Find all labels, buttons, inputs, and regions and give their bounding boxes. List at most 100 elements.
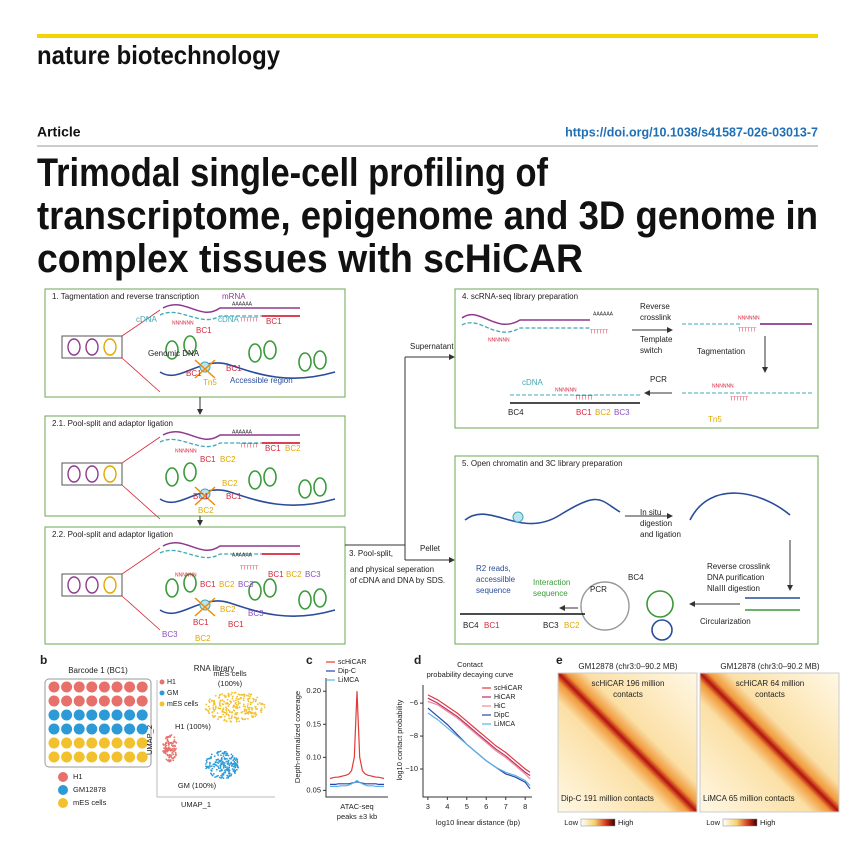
cell-point <box>231 714 233 717</box>
cell-point <box>168 760 171 763</box>
label: BC4 <box>628 573 644 582</box>
cell-point <box>170 744 173 747</box>
cell-point <box>208 757 211 760</box>
cell-point <box>213 755 216 758</box>
well <box>48 709 60 721</box>
cell-point <box>217 754 220 756</box>
well <box>98 709 110 721</box>
label: TTTTTT <box>575 395 593 401</box>
cell-point <box>223 700 226 703</box>
cell-point <box>218 707 220 710</box>
cell-point <box>244 705 247 708</box>
cell-point <box>236 765 239 768</box>
step-box <box>454 288 819 429</box>
dna-loop <box>689 492 791 521</box>
axis-label: peaks ±3 kb <box>337 812 377 821</box>
cell-point <box>226 766 228 769</box>
cell-point <box>231 695 234 698</box>
well <box>48 695 60 707</box>
cell-point <box>220 762 223 765</box>
cell-point <box>224 769 226 772</box>
cell-point <box>225 710 228 712</box>
tn5 <box>512 511 524 523</box>
well <box>86 723 98 735</box>
cell-point <box>235 717 238 719</box>
cell-point <box>220 774 223 777</box>
cell-point <box>208 708 211 710</box>
circular-dna <box>651 619 673 641</box>
cell-point <box>222 703 225 706</box>
label: BC2 <box>285 444 301 453</box>
cell-point <box>166 750 169 753</box>
cell-point <box>260 707 263 710</box>
cell-point <box>215 764 218 767</box>
label: Tn5 <box>708 415 722 424</box>
label: NNNNNN <box>175 572 197 578</box>
well <box>86 709 98 721</box>
cell-point <box>237 702 240 705</box>
cell-point <box>248 708 251 711</box>
cell-point <box>249 701 252 704</box>
panel-label: d <box>414 653 421 667</box>
cell-point <box>215 761 218 764</box>
well <box>48 751 60 763</box>
cell-point <box>167 736 170 738</box>
nucleosome <box>298 590 312 610</box>
circular-dna <box>580 581 630 631</box>
cell-point <box>237 700 240 703</box>
cdna <box>461 322 590 333</box>
cell-point <box>209 765 211 768</box>
label: BC1 <box>226 364 242 373</box>
legend-label: Dip-C <box>338 668 356 675</box>
cell-point <box>235 768 238 771</box>
cdna <box>159 438 262 448</box>
well <box>73 695 85 707</box>
cell-point <box>251 701 253 704</box>
zoom-line <box>121 547 161 631</box>
cell-point <box>228 766 231 769</box>
cell-point <box>240 711 243 714</box>
well <box>111 709 123 721</box>
legend-label: GM12878 <box>73 785 106 794</box>
cell-point <box>228 775 231 778</box>
cell-point <box>239 702 241 705</box>
doi-link[interactable]: https://doi.org/10.1038/s41587-026-03013… <box>565 125 818 139</box>
label: BC1 <box>226 492 242 501</box>
cell-point <box>256 696 259 699</box>
label: BC1 <box>196 326 212 335</box>
y-tick-label: −8 <box>409 731 418 740</box>
article-type: Article <box>37 124 81 140</box>
cell-point <box>235 703 238 706</box>
cell-point <box>247 703 249 705</box>
cell-point <box>233 762 236 765</box>
label: Dip-C 191 million contacts <box>561 794 654 803</box>
label: RNA library <box>194 664 234 673</box>
nucleosome <box>248 343 262 363</box>
label: BC1 <box>193 618 209 627</box>
nucleosome <box>248 470 262 490</box>
well <box>111 695 123 707</box>
cell-point <box>231 697 234 700</box>
label: 3. Pool-split, <box>349 549 393 558</box>
cell-point <box>208 701 211 704</box>
well <box>73 681 85 693</box>
label: BC2 <box>220 455 236 464</box>
cell-point <box>236 764 239 767</box>
cell-point <box>235 718 238 721</box>
mrna <box>461 313 590 326</box>
legend-swatch <box>159 690 165 696</box>
cell-point <box>232 759 235 762</box>
cell-point <box>230 761 233 764</box>
well <box>98 681 110 693</box>
label: BC3 <box>543 621 559 630</box>
cell-point <box>225 760 228 763</box>
cell-point <box>236 705 239 708</box>
cell-point <box>220 760 222 762</box>
label: mES cells <box>213 669 247 678</box>
cell-point <box>162 749 165 752</box>
cell-point <box>212 763 215 766</box>
cell-point <box>247 697 250 700</box>
well <box>98 723 110 735</box>
label: DNA purification <box>707 573 764 582</box>
cell-point <box>225 752 228 755</box>
